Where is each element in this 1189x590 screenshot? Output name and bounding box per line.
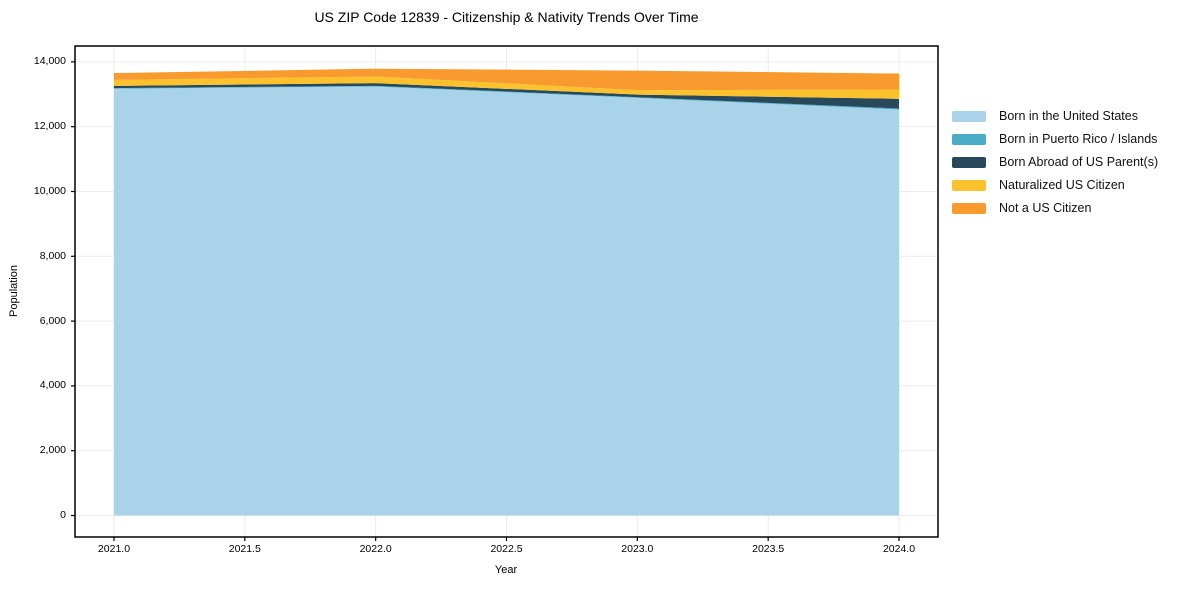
legend-label: Not a US Citizen	[999, 201, 1092, 215]
legend-item: Born Abroad of US Parent(s)	[952, 152, 1158, 172]
y-tick-label: 8,000	[39, 249, 66, 262]
y-tick-label: 0	[60, 509, 66, 522]
legend-label: Born Abroad of US Parent(s)	[999, 155, 1159, 169]
x-tick-label: 2024.0	[882, 543, 916, 555]
y-tick-label: 14,000	[33, 55, 66, 68]
x-tick-label: 2021.0	[97, 543, 131, 555]
x-tick-label: 2022.0	[359, 543, 392, 555]
area-layer	[113, 83, 900, 109]
x-tick-label: 2021.5	[228, 543, 261, 555]
legend-swatch-icon	[952, 110, 986, 122]
x-axis-label: Year	[494, 564, 518, 576]
legend-swatch-icon	[952, 156, 986, 168]
area-layer	[113, 76, 900, 99]
y-tick-label: 2,000	[39, 444, 66, 457]
y-axis-label: Population	[8, 265, 20, 317]
legend-item: Not a US Citizen	[952, 198, 1158, 218]
area-layer	[113, 68, 900, 91]
legend-label: Naturalized US Citizen	[999, 178, 1125, 192]
x-tick-label: 2023.5	[752, 543, 785, 555]
legend-item: Born in Puerto Rico / Islands	[952, 129, 1158, 149]
legend-swatch-icon	[952, 202, 986, 214]
y-tick-label: 12,000	[33, 120, 66, 133]
legend-label: Born in the United States	[999, 109, 1138, 123]
chart-title: US ZIP Code 12839 - Citizenship & Nativi…	[314, 9, 699, 25]
x-tick-label: 2022.5	[490, 543, 523, 555]
legend-item: Born in the United States	[952, 106, 1158, 126]
legend: Born in the United States Born in Puerto …	[952, 106, 1158, 218]
legend-swatch-icon	[952, 133, 986, 145]
legend-item: Naturalized US Citizen	[952, 175, 1158, 195]
x-tick-label: 2023.0	[621, 543, 654, 555]
y-tick-label: 10,000	[33, 184, 66, 197]
legend-swatch-icon	[952, 179, 986, 191]
y-tick-label: 4,000	[39, 379, 66, 392]
y-tick-label: 6,000	[39, 314, 66, 327]
area-layer	[113, 86, 900, 516]
legend-label: Born in Puerto Rico / Islands	[999, 132, 1158, 146]
